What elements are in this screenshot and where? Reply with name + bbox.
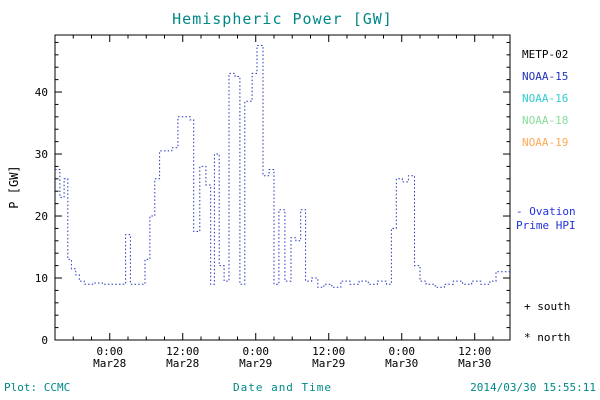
svg-text:Mar29: Mar29 bbox=[312, 357, 345, 370]
legend-item-noaa19: NOAA-19 bbox=[522, 136, 569, 149]
chart-title: Hemispheric Power [GW] bbox=[172, 10, 393, 28]
svg-text:0:00: 0:00 bbox=[388, 345, 415, 358]
svg-text:20: 20 bbox=[35, 210, 48, 223]
legend-item-noaa16: NOAA-16 bbox=[522, 92, 569, 105]
svg-text:10: 10 bbox=[35, 272, 48, 285]
legend-ovation-prime-hpi: - Ovation Prime HPI bbox=[516, 205, 576, 233]
svg-text:Mar30: Mar30 bbox=[458, 357, 491, 370]
svg-text:12:00: 12:00 bbox=[166, 345, 199, 358]
legend-north-marker: * north bbox=[524, 331, 571, 344]
svg-text:0: 0 bbox=[41, 334, 48, 347]
svg-text:12:00: 12:00 bbox=[458, 345, 491, 358]
legend-item-noaa15: NOAA-15 bbox=[522, 70, 569, 83]
svg-text:12:00: 12:00 bbox=[312, 345, 345, 358]
svg-text:Mar30: Mar30 bbox=[385, 357, 418, 370]
legend-item-metp02: METP-02 bbox=[522, 48, 569, 61]
legend-item-noaa18: NOAA-18 bbox=[522, 114, 569, 127]
svg-text:30: 30 bbox=[35, 148, 48, 161]
svg-text:40: 40 bbox=[35, 86, 48, 99]
legend-ovation-line1: - Ovation bbox=[516, 205, 576, 218]
svg-text:0:00: 0:00 bbox=[96, 345, 123, 358]
svg-text:Mar28: Mar28 bbox=[93, 357, 126, 370]
legend-ovation-line2: Prime HPI bbox=[516, 219, 576, 232]
svg-text:Mar28: Mar28 bbox=[166, 357, 199, 370]
legend-south-marker: + south bbox=[524, 300, 571, 313]
svg-text:0:00: 0:00 bbox=[242, 345, 269, 358]
plot-credit: Plot: CCMC bbox=[4, 381, 71, 394]
timestamp: 2014/03/30 15:55:11 bbox=[470, 381, 596, 394]
svg-text:Mar29: Mar29 bbox=[239, 357, 272, 370]
x-axis-label: Date and Time bbox=[232, 381, 333, 394]
